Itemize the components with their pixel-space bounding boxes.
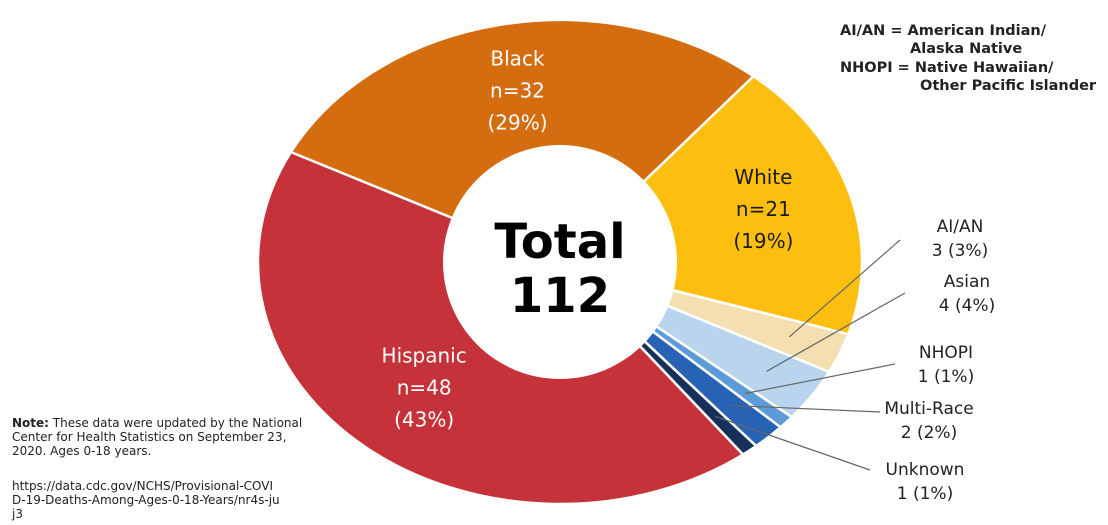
abbreviation-nhopi-line2: Other Pacific Islander bbox=[920, 78, 1097, 94]
note-text: Note: These data were updated by the Nat… bbox=[12, 416, 312, 458]
label-hispanic-pct: (43%) bbox=[394, 407, 454, 431]
label-hispanic-n: n=48 bbox=[397, 375, 452, 399]
label-white-n: n=21 bbox=[736, 197, 791, 221]
label-nhopi-value: 1 (1%) bbox=[918, 367, 974, 387]
label-asian-value: 4 (4%) bbox=[939, 296, 995, 316]
label-nhopi-leader-line bbox=[745, 363, 896, 394]
label-multi-race-leader-line bbox=[731, 404, 881, 413]
label-ai-an-value: 3 (3%) bbox=[932, 241, 988, 261]
label-multi-race-value: 2 (2%) bbox=[901, 423, 957, 443]
center-total-label: Total bbox=[494, 214, 625, 270]
source-url: https://data.cdc.gov/NCHS/Provisional-CO… bbox=[12, 479, 280, 521]
slice-labels-group: Black n=32 (29%) White n=21 (19%) AI/AN 3 (3%) A… bbox=[382, 46, 996, 504]
label-black-name: Black bbox=[490, 46, 545, 70]
label-unknown-leader-line bbox=[715, 415, 871, 471]
abbreviation-ai-an-line1: AI/AN = American Indian/ bbox=[840, 23, 1047, 39]
label-asian-name: Asian bbox=[944, 272, 990, 292]
label-ai-an-name: AI/AN bbox=[937, 217, 984, 237]
label-nhopi-name: NHOPI bbox=[919, 343, 973, 363]
note-prefix: Note: bbox=[12, 416, 49, 430]
note-body: These data were updated by the National … bbox=[12, 416, 303, 458]
label-white-pct: (19%) bbox=[733, 229, 793, 253]
label-black-n: n=32 bbox=[490, 78, 545, 102]
abbreviation-ai-an-line2: Alaska Native bbox=[910, 41, 1023, 57]
label-unknown-name: Unknown bbox=[886, 460, 965, 480]
label-black-pct: (29%) bbox=[487, 110, 547, 134]
label-white-name: White bbox=[734, 165, 792, 189]
donut-hole bbox=[443, 145, 677, 379]
label-hispanic-name: Hispanic bbox=[382, 343, 467, 367]
abbreviation-nhopi-line1: NHOPI = Native Hawaiian/ bbox=[840, 60, 1054, 76]
label-asian-leader-line bbox=[766, 292, 906, 372]
slice-black bbox=[289, 18, 756, 264]
label-unknown-value: 1 (1%) bbox=[897, 484, 953, 504]
label-ai-an-leader-line bbox=[788, 239, 901, 338]
label-multi-race-name: Multi-Race bbox=[884, 399, 973, 419]
center-total-value: 112 bbox=[510, 268, 610, 324]
